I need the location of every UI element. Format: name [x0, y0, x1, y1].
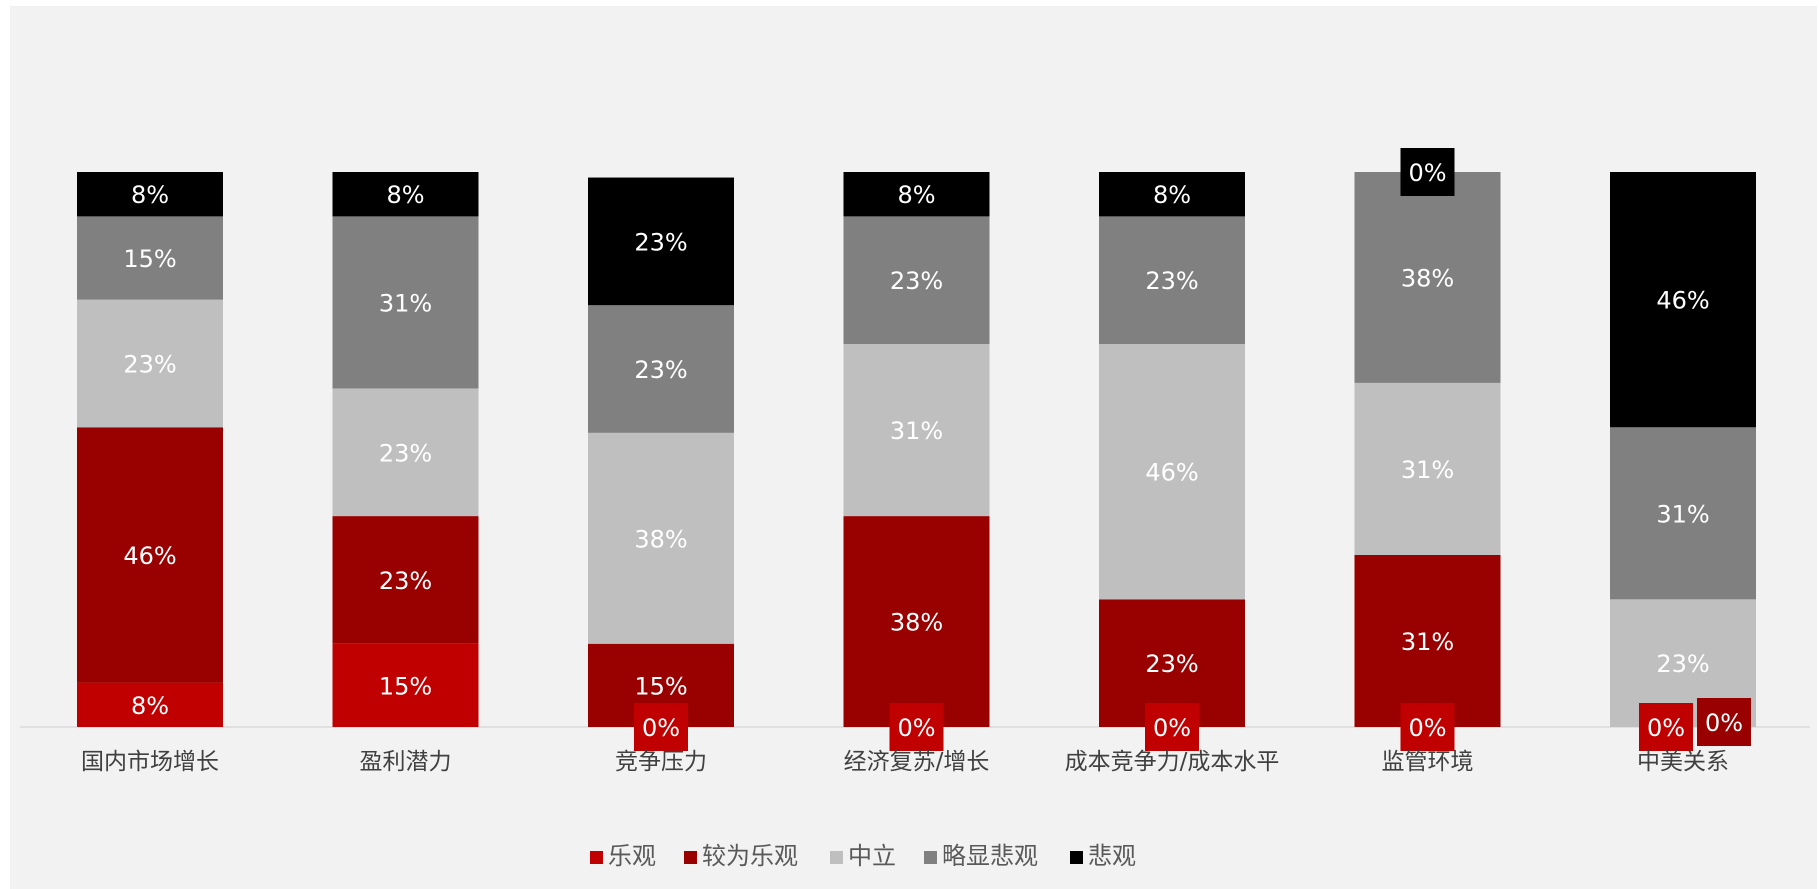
- bar-segment-2-4: [332, 216, 479, 389]
- zero-label-box: [1639, 703, 1693, 751]
- bar-segment-6-3: [1354, 382, 1501, 555]
- bar-segment-4-5: [843, 172, 990, 217]
- category-labels-layer: 国内市场增长 盈利潜力 竞争压力 经济复苏/增长 成本竞争力/成本水平 监管环境 中美关系: [81, 749, 1729, 775]
- zero-label-box: [1697, 698, 1751, 746]
- data-label: 23%: [1145, 650, 1198, 678]
- bar-segment-2-3: [332, 388, 479, 517]
- data-label: 15%: [123, 245, 176, 273]
- data-label: 31%: [1656, 500, 1709, 528]
- bar-segment-3-4: [588, 305, 734, 433]
- category-label: 中美关系: [1637, 749, 1729, 775]
- data-label-zero: 0%: [642, 714, 680, 742]
- data-label: 38%: [634, 525, 687, 553]
- legend-swatch: [924, 851, 937, 864]
- category-label: 成本竞争力/成本水平: [1065, 749, 1280, 775]
- data-label: 23%: [1145, 267, 1198, 295]
- legend-label: 悲观: [1088, 842, 1136, 870]
- data-label: 15%: [379, 672, 432, 700]
- data-label: 31%: [1401, 628, 1454, 656]
- category-label: 监管环境: [1382, 749, 1474, 775]
- legend-swatch: [590, 851, 603, 864]
- legend-swatch: [1070, 851, 1083, 864]
- bar-segment-1-4: [77, 216, 223, 300]
- data-label: 8%: [131, 692, 169, 720]
- legend-label: 乐观: [608, 842, 656, 870]
- data-label: 38%: [1401, 264, 1454, 292]
- legend-swatch: [830, 851, 843, 864]
- bar-segment-1-3: [77, 299, 223, 428]
- zero-label-box: [889, 703, 944, 751]
- data-label: 8%: [897, 181, 935, 209]
- data-label: 23%: [890, 267, 943, 295]
- data-label: 46%: [1145, 459, 1198, 487]
- data-label: 8%: [1153, 181, 1191, 209]
- data-label: 23%: [379, 439, 432, 467]
- legend-label: 中立: [848, 842, 896, 870]
- bar-segment-4-4: [843, 216, 990, 345]
- bar-segment-1-1: [77, 682, 223, 727]
- bar-segment-4-3: [843, 344, 990, 517]
- bar-segment-3-3: [588, 432, 734, 644]
- category-label: 竞争压力: [615, 749, 707, 775]
- data-label: 23%: [123, 350, 176, 378]
- data-label: 8%: [386, 181, 424, 209]
- bar-segment-6-4: [1354, 172, 1501, 383]
- data-labels-layer: 8% 46% 23% 15% 8% 15% 23% 23% 31% 8% 15% 38% 23% 23% 0…: [123, 148, 1751, 751]
- bar-segment-5-3: [1099, 344, 1245, 600]
- data-label: 15%: [634, 672, 687, 700]
- bar-segment-7-4: [1610, 427, 1756, 600]
- data-label: 38%: [890, 609, 943, 637]
- bar-segment-5-4: [1099, 216, 1245, 345]
- bar-segment-1-5: [77, 172, 223, 217]
- data-label: 23%: [1656, 650, 1709, 678]
- bar-segment-3-5: [588, 177, 734, 306]
- data-label-zero: 0%: [1408, 159, 1446, 187]
- bar-segment-2-2: [332, 516, 479, 644]
- bar-segment-1-2: [77, 427, 223, 683]
- data-label: 31%: [379, 289, 432, 317]
- data-label-zero: 0%: [1705, 709, 1743, 737]
- data-label: 46%: [1656, 287, 1709, 315]
- zero-label-box: [1400, 148, 1455, 196]
- legend-swatch: [684, 851, 697, 864]
- data-label: 31%: [1401, 456, 1454, 484]
- bar-segment-2-1: [332, 643, 479, 727]
- bar-segment-7-5: [1610, 172, 1756, 428]
- data-label: 46%: [123, 542, 176, 570]
- category-label: 盈利潜力: [360, 749, 452, 775]
- bar-segment-6-2: [1354, 554, 1501, 727]
- bar-segment-2-5: [332, 172, 479, 217]
- zero-label-box: [1400, 703, 1455, 751]
- bar-segment-5-5: [1099, 172, 1245, 217]
- data-label: 8%: [131, 181, 169, 209]
- category-label: 国内市场增长: [81, 749, 219, 775]
- data-label: 31%: [890, 417, 943, 445]
- legend-label: 略显悲观: [942, 842, 1038, 870]
- data-label: 23%: [379, 567, 432, 595]
- data-label: 23%: [634, 356, 687, 384]
- data-label-zero: 0%: [1408, 714, 1446, 742]
- data-label-zero: 0%: [1153, 714, 1191, 742]
- legend-label: 较为乐观: [702, 842, 798, 870]
- bars-layer: [77, 172, 1756, 727]
- category-label: 经济复苏/增长: [844, 749, 990, 775]
- chart-area: 8% 46% 23% 15% 8% 15% 23% 23% 31% 8% 15% 38% 23% 23% 0…: [10, 6, 1817, 889]
- zero-label-box: [634, 703, 688, 751]
- legend: 乐观 较为乐观 中立 略显悲观 悲观: [590, 842, 1136, 870]
- zero-label-box: [1145, 703, 1199, 751]
- data-label-zero: 0%: [897, 714, 935, 742]
- stacked-bar-chart: 8% 46% 23% 15% 8% 15% 23% 23% 31% 8% 15% 38% 23% 23% 0…: [20, 148, 1810, 870]
- data-label: 23%: [634, 228, 687, 256]
- bar-segment-4-2: [843, 516, 990, 727]
- data-label-zero: 0%: [1647, 714, 1685, 742]
